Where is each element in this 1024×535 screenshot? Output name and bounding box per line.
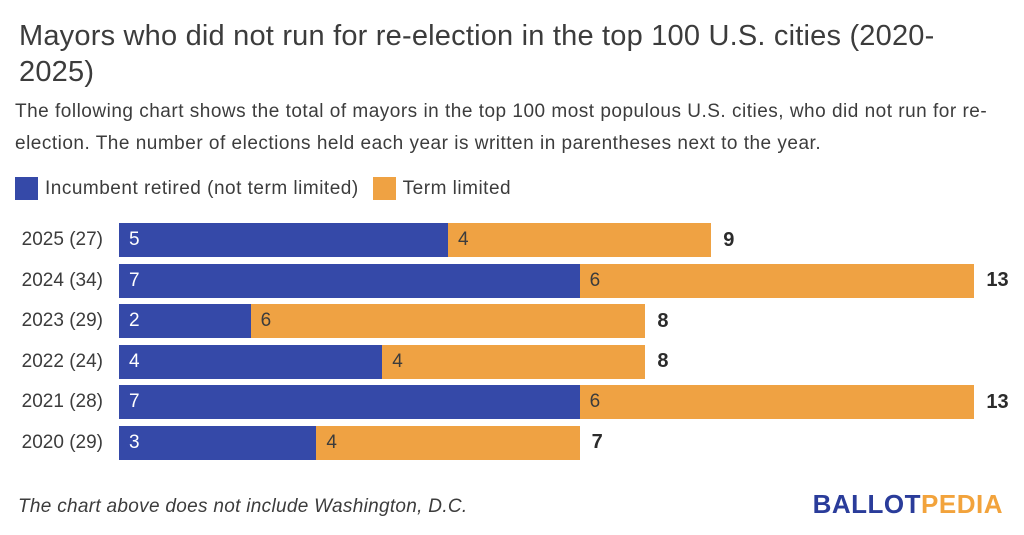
year-label: 2022 (24): [21, 350, 103, 372]
chart-title: Mayors who did not run for re-election i…: [19, 20, 935, 88]
total-label: 13: [986, 269, 1009, 292]
legend-item: Incumbent retired (not term limited): [15, 177, 359, 200]
segment-value-label: 2: [129, 310, 140, 332]
legend-swatch-icon: [15, 177, 38, 200]
segment-value-label: 7: [129, 391, 140, 413]
total-label: 8: [657, 309, 669, 332]
bar-segment-incumbent-retired: 4: [119, 344, 383, 379]
bar-segment-incumbent-retired: 7: [119, 263, 580, 298]
total-label: 13: [986, 390, 1009, 413]
year-label: 2025 (27): [21, 229, 103, 250]
bar-segment-term-limited: 4: [448, 223, 712, 257]
bar-segment-term-limited: 6: [579, 263, 975, 298]
legend-swatch-icon: [372, 177, 396, 200]
segment-value-label: 6: [260, 310, 272, 332]
bar-segment-incumbent-retired: 5: [119, 223, 448, 257]
chart-row: 2025 (27) 5 4 9: [0, 223, 1024, 257]
legend-item: Term limited: [372, 177, 512, 200]
chart-footnote: The chart above does not include Washing…: [18, 496, 468, 517]
chart-row: 2024 (34) 7 6 13: [0, 263, 1024, 298]
bar-segment-incumbent-retired: 2: [119, 304, 251, 339]
year-label: 2020 (29): [21, 431, 103, 453]
logo-text-pedia: PEDIA: [921, 489, 1003, 519]
segment-value-label: 4: [129, 350, 140, 372]
segment-value-label: 6: [589, 391, 601, 413]
segment-value-label: 4: [326, 431, 337, 453]
chart-row: 2023 (29) 2 6 8: [0, 304, 1024, 339]
legend-label: Term limited: [402, 177, 512, 199]
bar-segment-term-limited: 6: [250, 304, 646, 339]
bar-segment-incumbent-retired: 7: [119, 385, 580, 420]
segment-value-label: 5: [129, 229, 140, 250]
segment-value-label: 4: [458, 229, 469, 250]
year-label: 2023 (29): [21, 310, 103, 332]
chart-row: 2021 (28) 7 6 13: [0, 385, 1024, 420]
segment-value-label: 4: [392, 350, 403, 372]
bar-segment-term-limited: 4: [316, 425, 580, 460]
bar-segment-incumbent-retired: 3: [119, 425, 317, 460]
chart-row: 2022 (24) 4 4 8: [0, 344, 1024, 379]
legend-label: Incumbent retired (not term limited): [45, 177, 359, 199]
chart-description: The following chart shows the total of m…: [15, 101, 988, 154]
legend: Incumbent retired (not term limited) Term…: [15, 177, 511, 200]
chart-row: 2020 (29) 3 4 7: [0, 425, 1024, 460]
logo-text-ballot: BALLOT: [812, 489, 922, 519]
segment-value-label: 6: [589, 269, 601, 291]
ballotpedia-logo: BALLOTPEDIA: [813, 489, 1003, 520]
total-label: 9: [723, 228, 735, 251]
bar-segment-term-limited: 4: [382, 344, 646, 379]
segment-value-label: 3: [129, 431, 140, 453]
total-label: 8: [657, 350, 669, 373]
segment-value-label: 7: [129, 269, 140, 291]
year-label: 2021 (28): [21, 391, 103, 413]
bar-segment-term-limited: 6: [579, 385, 975, 420]
bar-chart: 2025 (27) 5 4 9 2024 (34) 7 6 13 2023 (29) 2 6 8 202…: [0, 223, 1024, 467]
year-label: 2024 (34): [21, 269, 103, 291]
total-label: 7: [591, 431, 603, 454]
